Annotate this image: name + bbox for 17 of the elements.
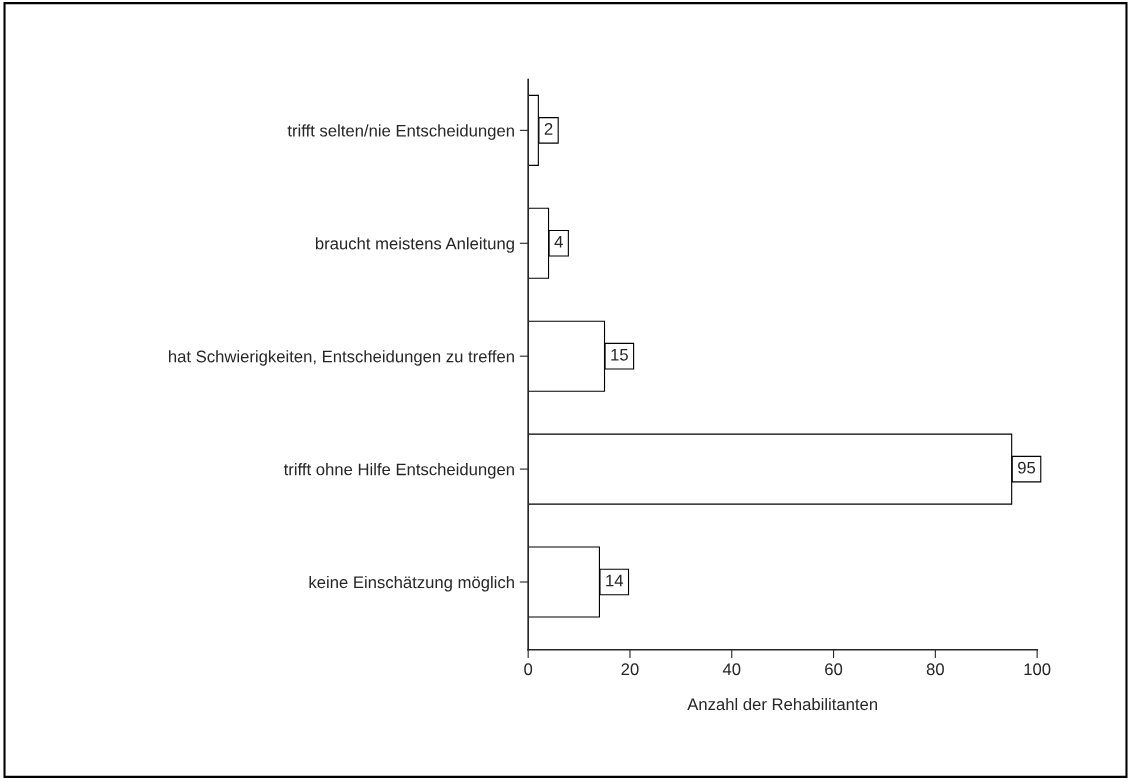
y-tick-label: keine Einschätzung möglich (309, 575, 514, 592)
data-label: 95 (1018, 461, 1036, 474)
x-tick-label: 100 (1024, 663, 1051, 676)
y-tick-label: trifft selten/nie Entscheidungen (287, 124, 514, 140)
data-label: 2 (544, 123, 553, 135)
data-label: 15 (611, 349, 628, 361)
x-tick-label: 0 (524, 663, 533, 676)
y-tick-label: trifft ohne Hilfe Entscheidungen (283, 463, 514, 479)
data-label: 14 (606, 574, 624, 587)
x-tick-label: 80 (926, 663, 944, 676)
y-tick-label: hat Schwierigkeiten, Entscheidungen zu treffen (169, 350, 514, 366)
x-tick-label: 40 (722, 663, 741, 676)
x-tick-label: 60 (825, 663, 843, 676)
data-label: 4 (554, 236, 563, 248)
x-axis-title: Anzahl der Rehabilitanten (687, 697, 878, 711)
x-tick-label: 20 (621, 663, 639, 676)
y-tick-label: braucht meistens Anleitung (315, 237, 514, 253)
